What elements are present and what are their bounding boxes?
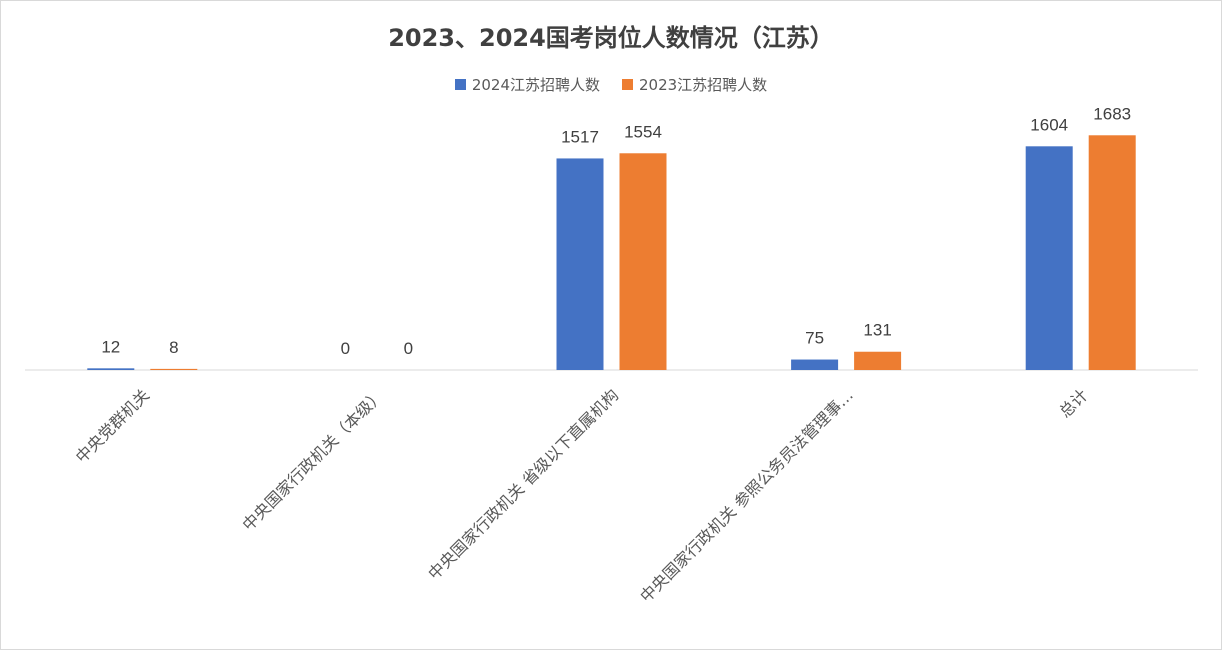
data-label-2023-1: 0: [404, 339, 413, 358]
legend: 2024江苏招聘人数 2023江苏招聘人数: [0, 74, 1222, 95]
legend-item-2024: 2024江苏招聘人数: [454, 74, 600, 95]
category-label-3: 中央国家行政机关 参照公务员法管理事…: [636, 385, 857, 606]
bar-2024-4: [1025, 146, 1073, 370]
bar-2024-3: [791, 359, 839, 370]
category-label-2: 中央国家行政机关 省级以下直属机构: [424, 385, 622, 583]
data-label-2024-2: 1517: [561, 127, 599, 146]
category-label-4: 总计: [1055, 385, 1091, 421]
bar-2024-0: [87, 368, 135, 370]
category-label-0: 中央党群机关: [72, 385, 153, 466]
data-label-2024-0: 12: [101, 337, 120, 356]
data-label-2024-1: 0: [341, 339, 350, 358]
category-label-1: 中央国家行政机关（本级）: [239, 385, 388, 534]
bar-2023-4: [1088, 135, 1136, 370]
bar-2024-2: [556, 158, 604, 370]
chart-title: 2023、2024国考岗位人数情况（江苏）: [388, 24, 834, 52]
bar-2023-2: [619, 153, 667, 370]
bar-2023-3: [854, 351, 902, 370]
legend-label-2024: 2024江苏招聘人数: [471, 76, 600, 94]
legend-label-2023: 2023江苏招聘人数: [639, 76, 768, 94]
data-label-2024-3: 75: [805, 329, 824, 348]
legend-swatch-2024: [454, 79, 466, 90]
bar-2023-0: [150, 368, 198, 370]
legend-swatch-2023: [622, 79, 633, 90]
data-label-2023-3: 131: [863, 321, 891, 340]
data-label-2023-4: 1683: [1093, 104, 1131, 123]
data-label-2023-2: 1554: [624, 122, 662, 141]
data-label-2024-4: 1604: [1030, 115, 1068, 134]
data-label-2023-0: 8: [169, 338, 178, 357]
legend-item-2023: 2023江苏招聘人数: [622, 74, 767, 95]
